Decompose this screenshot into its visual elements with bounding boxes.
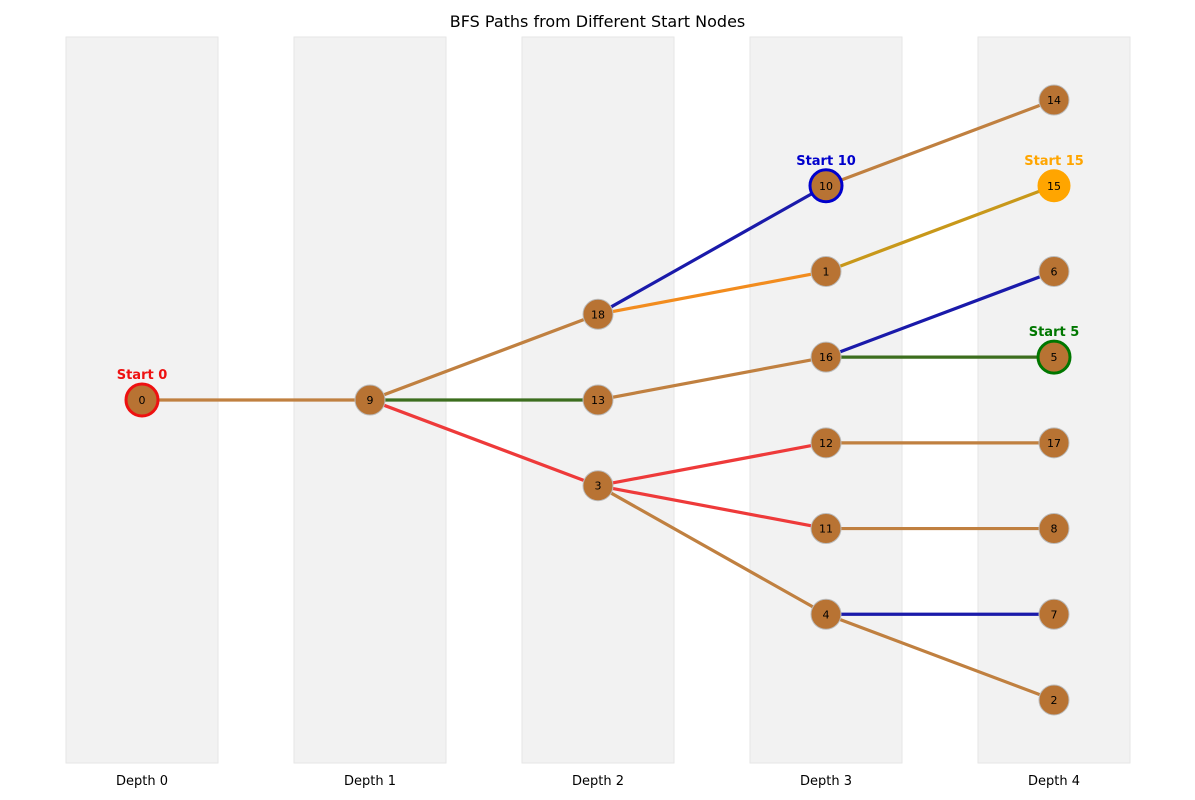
edge-3-12	[596, 441, 828, 488]
node-13: 13	[582, 384, 614, 416]
edge-4-2	[824, 612, 1056, 702]
node-label-8: 8	[1051, 523, 1058, 536]
start-label-0: Start 0	[117, 368, 168, 383]
depth-column-4	[977, 36, 1131, 764]
node-label-12: 12	[819, 437, 833, 450]
node-7: 7	[1038, 598, 1070, 630]
edge-9-3	[368, 398, 600, 488]
node-15: 15	[1037, 169, 1071, 203]
node-2: 2	[1038, 684, 1070, 716]
node-label-5: 5	[1051, 351, 1058, 364]
depth-label-1: Depth 1	[344, 774, 396, 789]
node-circle-10	[808, 168, 844, 204]
node-label-2: 2	[1051, 694, 1058, 707]
node-8: 8	[1038, 513, 1070, 545]
node-11: 11	[810, 513, 842, 545]
node-circle-7	[1038, 598, 1070, 630]
depth-label-2: Depth 2	[572, 774, 624, 789]
node-label-15: 15	[1047, 180, 1061, 193]
node-18: 18	[582, 298, 614, 330]
node-6: 6	[1038, 255, 1070, 287]
node-9: 9	[354, 384, 386, 416]
node-circle-14	[1038, 84, 1070, 116]
node-circle-2	[1038, 684, 1070, 716]
start-label-15: Start 15	[1024, 154, 1084, 169]
node-circle-12	[810, 427, 842, 459]
node-circle-6	[1038, 255, 1070, 287]
edge-18-10	[596, 184, 828, 316]
edge-16-6	[824, 269, 1056, 359]
node-label-10: 10	[819, 180, 833, 193]
depth-label-4: Depth 4	[1028, 774, 1080, 789]
node-17: 17	[1038, 427, 1070, 459]
start-label-10: Start 10	[796, 154, 856, 169]
depth-label-0: Depth 0	[116, 774, 168, 789]
node-circle-17	[1038, 427, 1070, 459]
node-10: 10	[808, 168, 844, 204]
start-labels: Start 0 Start 10 Start 15 Start 5	[117, 154, 1084, 383]
edge-3-11	[596, 484, 828, 531]
edge-10-14	[824, 98, 1056, 188]
node-label-14: 14	[1047, 94, 1061, 107]
node-circle-11	[810, 513, 842, 545]
edge-3-4	[596, 484, 828, 616]
node-circle-5	[1036, 339, 1072, 375]
edge-1-15	[824, 184, 1056, 274]
node-0: 0	[124, 382, 160, 418]
node-label-18: 18	[591, 308, 605, 321]
diagram-title: BFS Paths from Different Start Nodes	[449, 12, 746, 31]
node-circle-9	[354, 384, 386, 416]
node-16: 16	[810, 341, 842, 373]
node-label-9: 9	[367, 394, 374, 407]
edge-13-16	[596, 355, 828, 402]
node-3: 3	[582, 470, 614, 502]
start-label-5: Start 5	[1029, 325, 1080, 340]
depth-label-3: Depth 3	[800, 774, 852, 789]
node-label-4: 4	[823, 608, 830, 621]
node-circle-3	[582, 470, 614, 502]
node-label-0: 0	[139, 394, 146, 407]
node-circle-8	[1038, 513, 1070, 545]
node-circle-0	[124, 382, 160, 418]
node-1: 1	[810, 255, 842, 287]
depth-column-3	[749, 36, 903, 764]
depth-columns	[65, 36, 1131, 764]
node-circle-15	[1037, 169, 1071, 203]
nodes: 0 9 18 13 3 10 1 16 12 11 4 14 15 6 5 17 8 7 2	[124, 84, 1072, 716]
node-label-7: 7	[1051, 608, 1058, 621]
node-12: 12	[810, 427, 842, 459]
node-circle-13	[582, 384, 614, 416]
node-label-6: 6	[1051, 265, 1058, 278]
node-label-13: 13	[591, 394, 605, 407]
node-circle-18	[582, 298, 614, 330]
edge-18-1	[596, 269, 828, 316]
node-14: 14	[1038, 84, 1070, 116]
node-label-3: 3	[595, 480, 602, 493]
node-label-17: 17	[1047, 437, 1061, 450]
node-label-1: 1	[823, 265, 830, 278]
edges	[140, 98, 1056, 702]
node-label-16: 16	[819, 351, 833, 364]
node-circle-4	[810, 598, 842, 630]
edge-9-18	[368, 312, 600, 402]
depth-labels: Depth 0 Depth 1 Depth 2 Depth 3 Depth 4	[116, 774, 1080, 789]
node-5: 5	[1036, 339, 1072, 375]
node-circle-16	[810, 341, 842, 373]
node-label-11: 11	[819, 523, 833, 536]
node-circle-1	[810, 255, 842, 287]
node-4: 4	[810, 598, 842, 630]
